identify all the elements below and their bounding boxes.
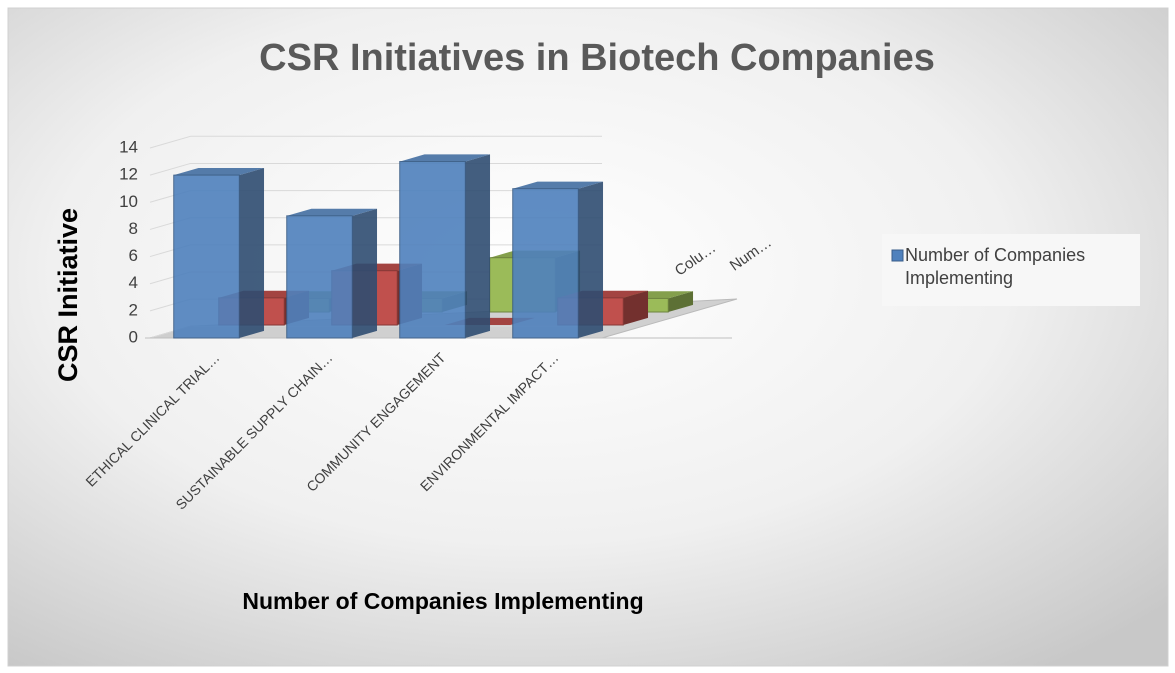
bar-side [668, 291, 694, 312]
legend [882, 234, 1140, 306]
bar [173, 174, 240, 339]
bar [512, 188, 579, 339]
legend-text-box: Number of Companies Implementing [905, 245, 1086, 288]
bar-side [465, 154, 491, 338]
bar-side [352, 208, 378, 338]
bar [399, 161, 466, 339]
y-tick-label: 4 [129, 273, 138, 292]
x-axis-title: Number of Companies Implementing [242, 588, 643, 614]
bar-top [286, 208, 378, 216]
grid-line [149, 135, 191, 149]
bar-side [578, 181, 604, 338]
y-tick-label: 2 [129, 300, 138, 319]
y-tick-label: 0 [129, 327, 138, 346]
grid-line [149, 162, 191, 176]
y-axis-title: CSR Initiative [53, 208, 83, 382]
y-tick-label: 8 [129, 219, 138, 238]
chart-title: CSR Initiatives in Biotech Companies [259, 37, 935, 79]
y-tick-label: 14 [119, 137, 138, 156]
y-tick-label: 12 [119, 165, 138, 184]
legend-swatch [891, 249, 904, 262]
bars [173, 154, 694, 339]
bar-top [512, 181, 604, 189]
y-tick-label: 10 [119, 192, 138, 211]
legend-label: Number of Companies Implementing [905, 245, 1086, 288]
bar-top [399, 154, 491, 162]
bar-top [173, 167, 265, 176]
bar [286, 215, 353, 339]
bar-side [623, 290, 649, 325]
y-tick-label: 6 [129, 246, 138, 265]
bar-side [239, 167, 265, 338]
